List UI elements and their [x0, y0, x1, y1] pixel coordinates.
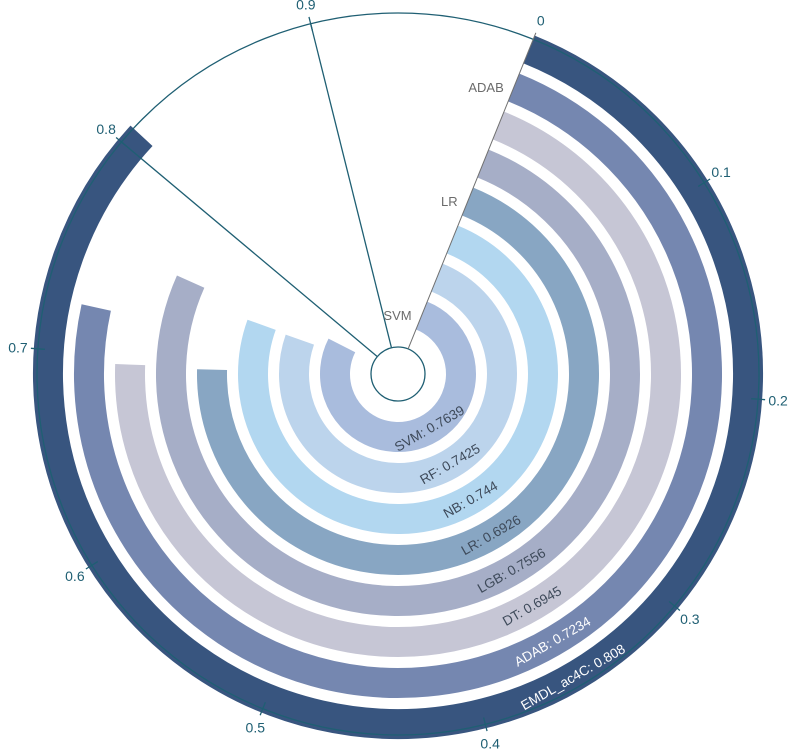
axis-tick-label-0-1: 0.1 [711, 164, 731, 180]
category-axis-label-adab: ADAB [468, 80, 503, 95]
bar-lr [197, 187, 599, 575]
axis-tick-label-0-8: 0.8 [96, 121, 116, 137]
axis-tick-0-7 [30, 347, 45, 350]
axis-tick-label-0-7: 0.7 [8, 339, 28, 355]
axis-tick-0-6 [85, 561, 99, 570]
bars-group [33, 35, 763, 740]
bar-nb [238, 225, 558, 534]
axis-tick-label-0-6: 0.6 [65, 568, 85, 584]
axis-tick-0-5 [259, 701, 266, 716]
category-axis-label-svm: SVM [383, 308, 411, 323]
outer-axis-ring [36, 12, 760, 736]
axis-tick-label-0-4: 0.4 [480, 736, 500, 749]
bar-rf [279, 263, 517, 493]
axis-tick-0-1 [697, 178, 711, 187]
axis-tick-0 [407, 32, 537, 350]
axis-tick-0-4 [483, 717, 488, 732]
bar-adab [74, 73, 722, 698]
bar-lgb [156, 149, 640, 616]
axis-tick-label-0-3: 0.3 [680, 611, 700, 627]
bar-emdl-ac4c [33, 35, 763, 740]
axis-spoke-8 [121, 141, 378, 358]
axis-tick-0-3 [668, 601, 681, 612]
tick-group [30, 12, 766, 736]
bar-dt [115, 111, 681, 657]
axis-tick-label-0-9: 0.9 [296, 0, 316, 12]
axis-spoke-9 [310, 23, 393, 348]
axis-tick-label-0-2: 0.2 [768, 393, 788, 409]
bar-svm [320, 301, 476, 452]
axis-tick-0-2 [751, 398, 766, 401]
center-hub [370, 346, 426, 402]
axis-tick-label-0-5: 0.5 [246, 719, 266, 735]
axis-tick-label-0: 0 [537, 13, 545, 29]
category-axis-label-lr: LR [441, 194, 458, 209]
